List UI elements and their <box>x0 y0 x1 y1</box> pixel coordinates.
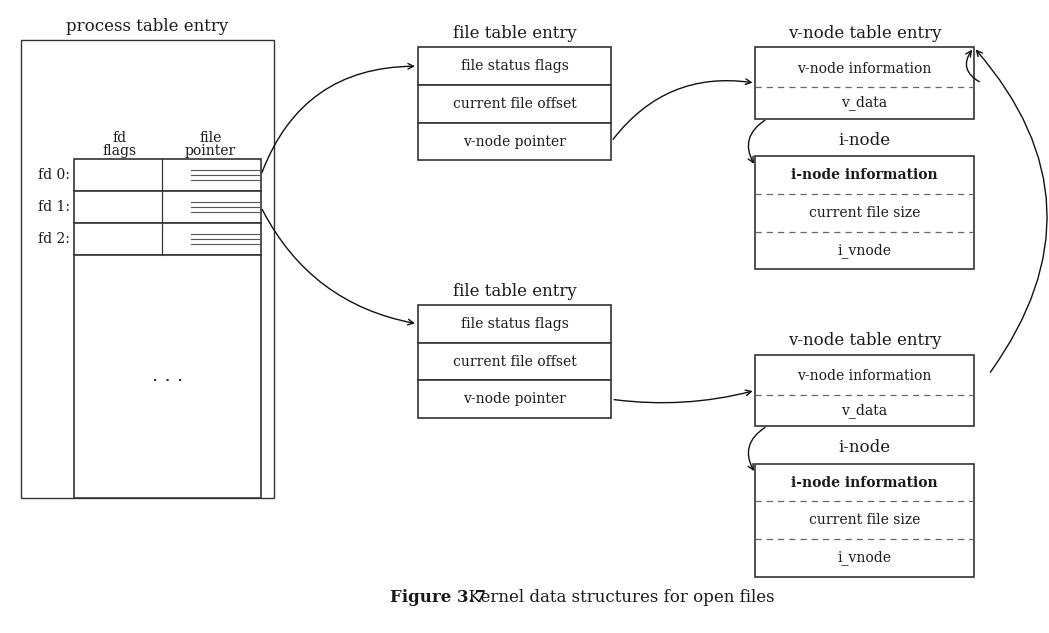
Bar <box>21 41 274 498</box>
Text: current file offset: current file offset <box>453 97 577 111</box>
Text: i_vnode: i_vnode <box>837 243 892 258</box>
Text: v-node information: v-node information <box>797 369 932 383</box>
Text: v-node pointer: v-node pointer <box>464 392 566 406</box>
Text: file status flags: file status flags <box>461 317 569 331</box>
Text: fd 1:: fd 1: <box>39 200 70 214</box>
Bar <box>418 85 612 123</box>
Text: current file offset: current file offset <box>453 354 577 368</box>
Bar <box>418 123 612 160</box>
Text: process table entry: process table entry <box>66 18 229 35</box>
Bar <box>418 380 612 418</box>
Text: Kernel data structures for open files: Kernel data structures for open files <box>457 589 774 606</box>
Text: v-node table entry: v-node table entry <box>788 332 941 349</box>
Bar <box>74 191 261 223</box>
Text: file: file <box>199 130 221 144</box>
Bar <box>74 160 261 191</box>
Text: file table entry: file table entry <box>453 283 577 299</box>
Text: v_data: v_data <box>841 96 887 111</box>
Text: . . .: . . . <box>152 368 184 385</box>
Bar <box>74 254 261 498</box>
Text: v-node table entry: v-node table entry <box>788 25 941 42</box>
Text: i-node: i-node <box>838 132 891 149</box>
Text: v_data: v_data <box>841 403 887 418</box>
Text: v-node pointer: v-node pointer <box>464 135 566 149</box>
Text: Figure 3.7: Figure 3.7 <box>390 589 486 606</box>
Text: current file size: current file size <box>809 206 920 220</box>
Text: current file size: current file size <box>809 513 920 527</box>
Bar <box>755 156 973 270</box>
Bar <box>74 223 261 254</box>
Bar <box>755 464 973 577</box>
Bar <box>418 47 612 85</box>
Text: file table entry: file table entry <box>453 25 577 42</box>
Bar <box>755 47 973 119</box>
Bar <box>418 305 612 342</box>
Text: fd: fd <box>112 130 126 144</box>
Text: fd 0:: fd 0: <box>39 168 70 182</box>
Bar <box>755 354 973 426</box>
Text: i_vnode: i_vnode <box>837 551 892 565</box>
Text: v-node information: v-node information <box>797 62 932 76</box>
Text: flags: flags <box>102 144 136 158</box>
Text: i-node information: i-node information <box>791 168 938 182</box>
Bar <box>418 342 612 380</box>
Text: i-node information: i-node information <box>791 475 938 489</box>
Text: i-node: i-node <box>838 439 891 456</box>
Text: file status flags: file status flags <box>461 60 569 73</box>
Text: pointer: pointer <box>185 144 236 158</box>
Text: fd 2:: fd 2: <box>39 232 70 246</box>
